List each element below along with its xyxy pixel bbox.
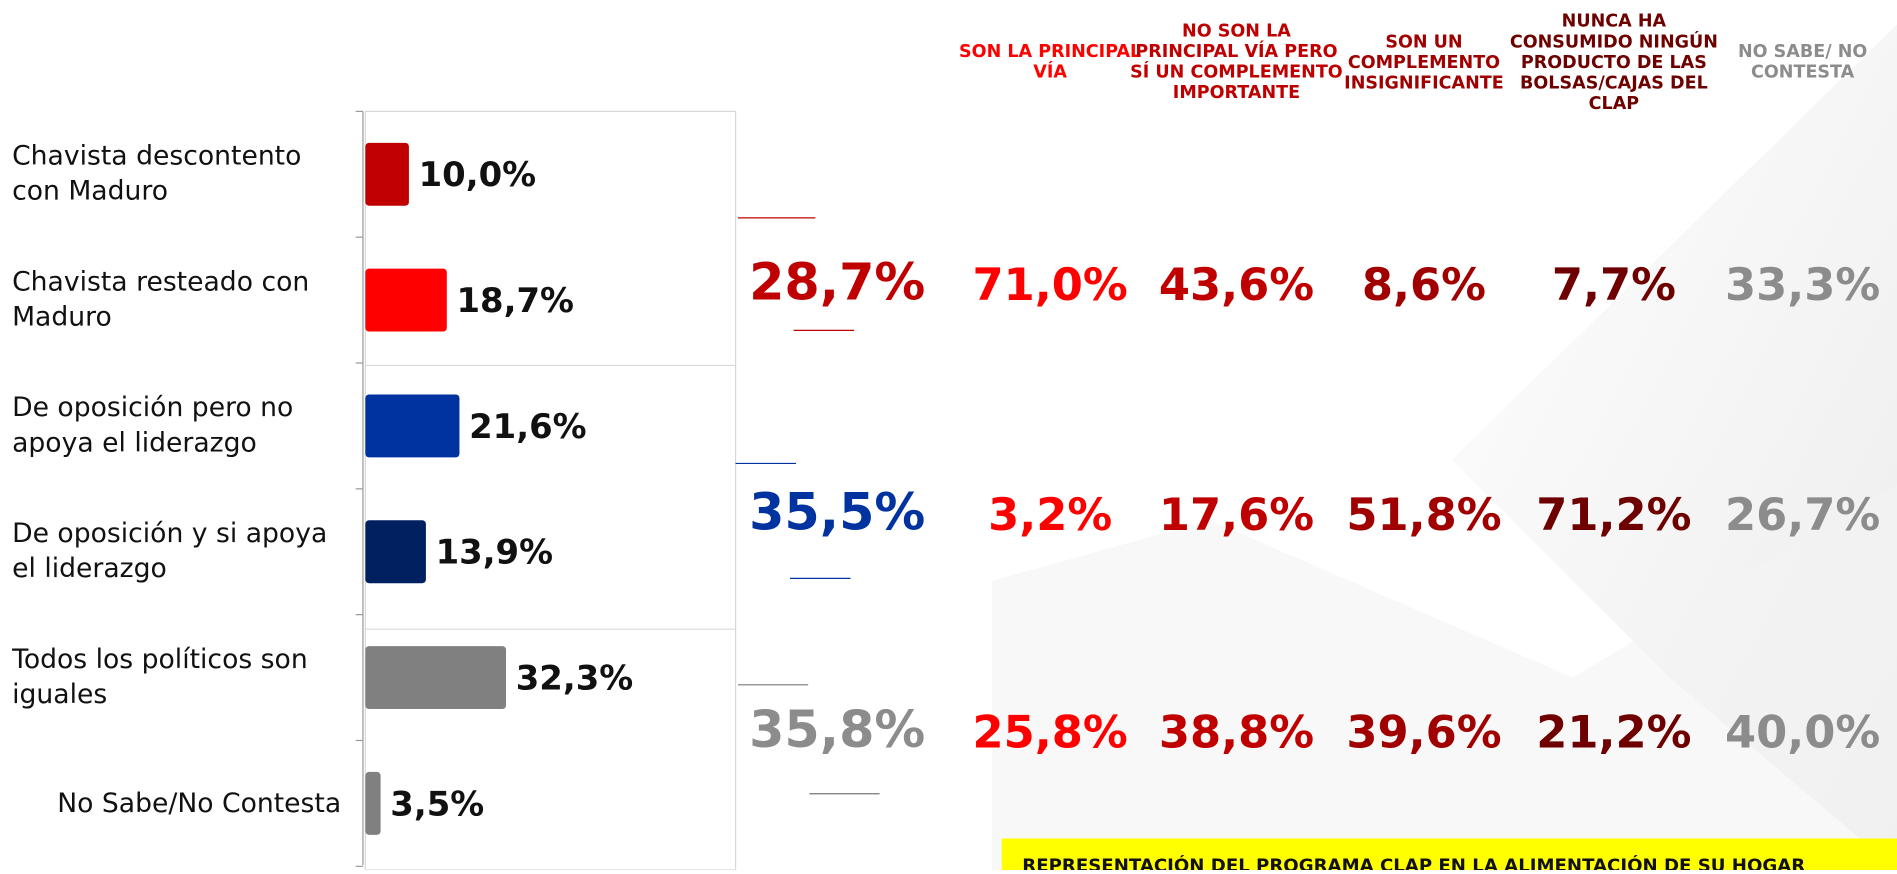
category-label-wrap: De oposición pero no apoya el liderazgo (0, 378, 341, 475)
column-header-wrap: SON UN COMPLEMENTO INSIGNIFICANTE (1317, 2, 1530, 123)
value-label: 21,6% (469, 407, 586, 446)
bar (365, 772, 380, 835)
value-label: 10,0% (419, 155, 536, 194)
column-header: NUNCA HA CONSUMIDO NINGÚN PRODUCTO DE LA… (1507, 12, 1720, 115)
column-header-box: NO SABE/ NO CONTESTA (1696, 2, 1897, 123)
value-label: 18,7% (456, 281, 573, 320)
value-label: 13,9% (436, 533, 553, 572)
table-cell: 17,6% (1159, 488, 1314, 541)
table-cell: 39,6% (1346, 706, 1501, 759)
bar (365, 269, 446, 332)
column-header-wrap: NUNCA HA CONSUMIDO NINGÚN PRODUCTO DE LA… (1507, 2, 1720, 123)
table-cell: 3,2% (988, 488, 1112, 541)
category-label-box: Chavista descontento con Maduro (0, 126, 341, 223)
column-header-box: SON UN COMPLEMENTO INSIGNIFICANTE (1317, 2, 1530, 123)
table-cell: 71,2% (1536, 488, 1691, 541)
column-header: NO SON LA PRINCIPAL VÍA PERO SÍ UN COMPL… (1130, 22, 1343, 104)
column-header: SON LA PRINCIPAL VÍA (944, 42, 1157, 83)
bar (365, 394, 459, 457)
value-label: 32,3% (516, 658, 633, 697)
category-label: Todos los políticos son iguales (12, 642, 341, 712)
table-cell: 51,8% (1346, 488, 1501, 541)
category-label: De oposición y si apoya el liderazgo (12, 517, 341, 587)
table-cell: 7,7% (1552, 258, 1676, 311)
table-cell: 26,7% (1725, 488, 1880, 541)
column-header: NO SABE/ NO CONTESTA (1696, 42, 1897, 83)
category-label-wrap: Chavista descontento con Maduro (0, 126, 341, 223)
column-header: SON UN COMPLEMENTO INSIGNIFICANTE (1317, 32, 1530, 94)
category-label-wrap: De oposición y si apoya el liderazgo (0, 503, 341, 600)
bar (365, 143, 409, 206)
table-cell: 43,6% (1159, 258, 1314, 311)
bar (365, 520, 426, 583)
category-label-box: De oposición pero no apoya el liderazgo (0, 378, 341, 475)
group-total: 35,5% (749, 482, 925, 541)
column-header-box: NO SON LA PRINCIPAL VÍA PERO SÍ UN COMPL… (1130, 2, 1343, 123)
category-label-box: No Sabe/No Contesta (0, 755, 341, 852)
category-label: De oposición pero no apoya el liderazgo (12, 391, 341, 461)
category-label: Chavista resteado con Maduro (12, 265, 341, 335)
table-cell: 33,3% (1725, 258, 1880, 311)
category-label: Chavista descontento con Maduro (12, 139, 341, 209)
category-label-box: De oposición y si apoya el liderazgo (0, 503, 341, 600)
footer-text: REPRESENTACIÓN DEL PROGRAMA CLAP EN LA A… (1022, 854, 1805, 870)
category-label-wrap: Chavista resteado con Maduro (0, 252, 341, 349)
category-label-wrap: No Sabe/No Contesta (0, 755, 341, 852)
bar (365, 646, 506, 709)
table-cell: 21,2% (1536, 706, 1691, 759)
table-cell: 25,8% (973, 706, 1128, 759)
category-label-box: Todos los políticos son iguales (0, 629, 341, 726)
category-label-box: Chavista resteado con Maduro (0, 252, 341, 349)
column-header-box: SON LA PRINCIPAL VÍA (944, 2, 1157, 123)
group-total: 35,8% (749, 700, 925, 759)
column-header-wrap: SON LA PRINCIPAL VÍA (944, 2, 1157, 123)
column-header-wrap: NO SON LA PRINCIPAL VÍA PERO SÍ UN COMPL… (1130, 2, 1343, 123)
table-cell: 71,0% (973, 258, 1128, 311)
chart: REPRESENTACIÓN DEL PROGRAMA CLAP EN LA A… (0, 0, 1897, 870)
table-cell: 38,8% (1159, 706, 1314, 759)
plot-frame (365, 111, 735, 870)
value-label: 3,5% (390, 784, 484, 823)
category-label-wrap: Todos los políticos son iguales (0, 629, 341, 726)
category-label: No Sabe/No Contesta (57, 786, 341, 821)
group-total: 28,7% (749, 253, 925, 312)
table-cell: 40,0% (1725, 706, 1880, 759)
table-cell: 8,6% (1362, 258, 1486, 311)
column-header-box: NUNCA HA CONSUMIDO NINGÚN PRODUCTO DE LA… (1507, 2, 1720, 123)
column-header-wrap: NO SABE/ NO CONTESTA (1696, 2, 1897, 123)
